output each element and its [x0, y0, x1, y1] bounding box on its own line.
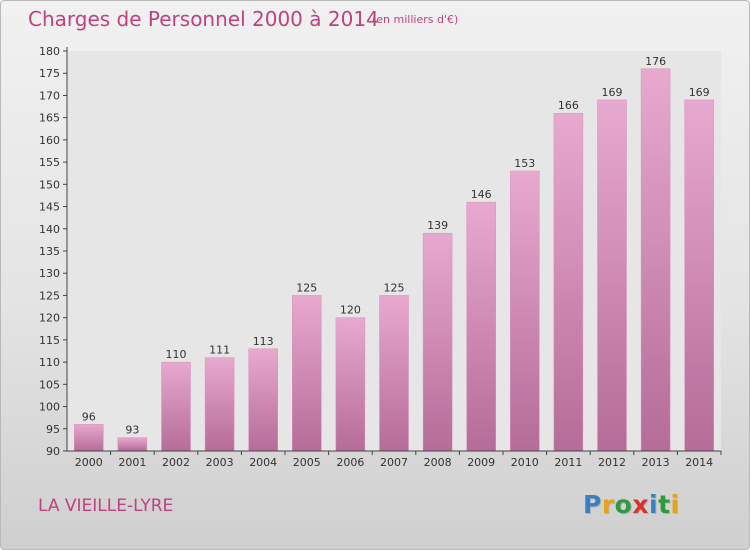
- bar-2003: [204, 357, 235, 452]
- commune-name: LA VIEILLE-LYRE: [38, 496, 174, 516]
- x-tick-label-2005: 2005: [293, 456, 321, 469]
- bar-2002: [161, 361, 191, 452]
- data-label-2000: 96: [82, 410, 96, 423]
- bar-2010: [510, 170, 540, 452]
- data-label-2004: 113: [253, 335, 274, 348]
- x-tick-label-2000: 2000: [75, 456, 103, 469]
- bar-2005: [292, 295, 322, 452]
- x-tick-label-2007: 2007: [380, 456, 408, 469]
- x-tick-label-2013: 2013: [642, 456, 670, 469]
- data-label-2002: 110: [166, 348, 187, 361]
- bar-2004: [248, 348, 278, 452]
- y-tick-label: 170: [39, 89, 60, 102]
- y-tick-label: 135: [39, 245, 60, 258]
- bars-group: 96 93 110 111 113 125 120 125 139 146 153 166 169 176…: [74, 55, 714, 452]
- data-label-2001: 93: [125, 424, 139, 437]
- data-label-2012: 169: [602, 86, 623, 99]
- chart-subtitle: (en milliers d'€): [372, 13, 459, 26]
- bar-2013: [640, 68, 671, 452]
- bar-2011: [553, 112, 584, 452]
- x-tick-label-2002: 2002: [162, 456, 190, 469]
- y-tick-label: 130: [39, 267, 60, 280]
- y-tick-label: 145: [39, 201, 60, 214]
- data-label-2013: 176: [645, 55, 666, 68]
- bar-2007: [379, 295, 409, 452]
- data-label-2011: 166: [558, 99, 579, 112]
- proxiti-logo[interactable]: Proxiti: [583, 490, 680, 519]
- logo-letter: i: [670, 490, 680, 519]
- bar-2008: [422, 232, 453, 452]
- x-tick-label-2004: 2004: [249, 456, 277, 469]
- data-label-2006: 120: [340, 304, 361, 317]
- x-tick-label-2003: 2003: [206, 456, 234, 469]
- data-label-2005: 125: [296, 281, 317, 294]
- chart-title: Charges de Personnel 2000 à 2014: [28, 7, 379, 31]
- x-tick-label-2011: 2011: [554, 456, 582, 469]
- data-label-2003: 111: [209, 344, 230, 357]
- x-tick-label-2010: 2010: [511, 456, 539, 469]
- logo-letter: P: [583, 490, 602, 519]
- logo-letter: x: [632, 490, 649, 519]
- bar-2009: [466, 201, 496, 452]
- y-tick-label: 165: [39, 112, 60, 125]
- y-tick-label: 150: [39, 178, 60, 191]
- x-tick-label-2009: 2009: [467, 456, 495, 469]
- data-label-2014: 169: [689, 86, 710, 99]
- bar-2001: [117, 437, 148, 452]
- y-tick-label: 90: [46, 445, 60, 458]
- y-tick-label: 155: [39, 156, 60, 169]
- x-tick-label-2014: 2014: [685, 456, 713, 469]
- x-tick-label-2006: 2006: [336, 456, 364, 469]
- y-tick-label: 180: [39, 45, 60, 58]
- bar-2000: [74, 424, 104, 452]
- logo-letter: o: [614, 490, 633, 519]
- x-tick-label-2001: 2001: [118, 456, 146, 469]
- data-label-2007: 125: [384, 281, 405, 294]
- data-label-2009: 146: [471, 188, 492, 201]
- y-tick-label: 105: [39, 378, 60, 391]
- y-tick-label: 120: [39, 312, 60, 325]
- data-label-2008: 139: [427, 219, 448, 232]
- y-tick-label: 140: [39, 223, 60, 236]
- bar-2006: [335, 317, 366, 452]
- logo-letter: r: [601, 490, 615, 519]
- y-tick-label: 115: [39, 334, 60, 347]
- y-tick-label: 160: [39, 134, 60, 147]
- y-tick-label: 95: [46, 423, 60, 436]
- bar-2012: [597, 99, 627, 452]
- y-tick-label: 175: [39, 67, 60, 80]
- logo-letter: t: [658, 490, 671, 519]
- bar-2014: [684, 99, 714, 452]
- x-tick-label-2012: 2012: [598, 456, 626, 469]
- x-tick-label-2008: 2008: [424, 456, 452, 469]
- y-tick-label: 110: [39, 356, 60, 369]
- axes-group: 90 95 100 105 110 115 120 125 130 135 140 145 150 155…: [39, 45, 722, 469]
- data-label-2010: 153: [514, 157, 535, 170]
- y-tick-label: 125: [39, 289, 60, 302]
- logo-letter: i: [649, 490, 659, 519]
- y-tick-label: 100: [39, 401, 60, 414]
